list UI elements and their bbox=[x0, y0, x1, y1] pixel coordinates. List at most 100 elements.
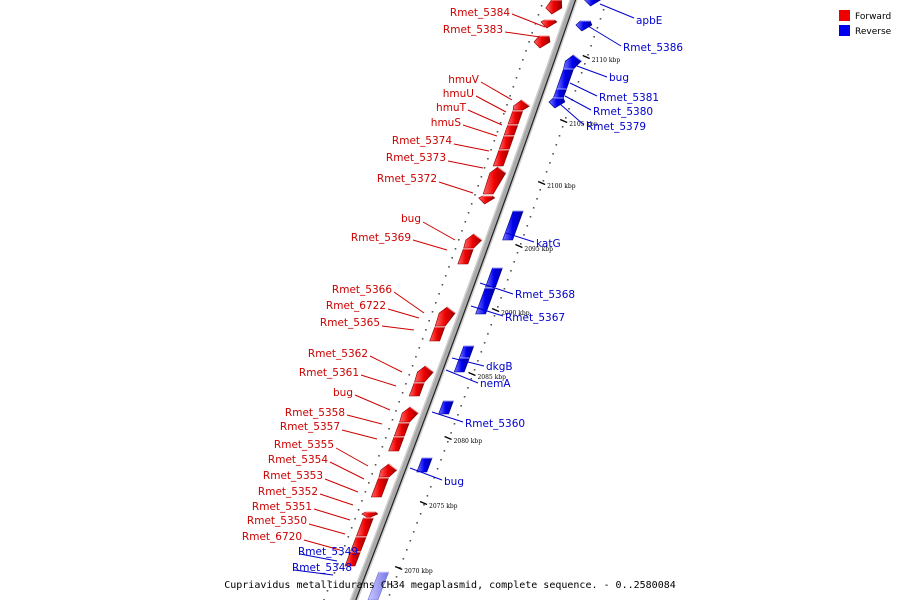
reverse-gene-label: Rmet_5367 bbox=[505, 312, 565, 324]
kbp-tick: 2100 kbp bbox=[537, 180, 576, 190]
forward-gene-label-group: hmuS bbox=[431, 117, 498, 137]
leader-line bbox=[387, 308, 420, 319]
reverse-gene-label-group: dkgB bbox=[451, 357, 513, 373]
kbp-tick: 2085 kbp bbox=[468, 371, 506, 381]
leader-line bbox=[329, 461, 365, 480]
leader-line bbox=[451, 357, 485, 367]
forward-gene-label-group: Rmet_5361 bbox=[299, 367, 397, 387]
reverse-gene bbox=[548, 97, 566, 109]
reverse-gene-label: Rmet_5360 bbox=[465, 418, 525, 430]
forward-gene-label: bug bbox=[333, 387, 353, 399]
forward-gene-label: hmuV bbox=[448, 74, 480, 86]
forward-gene-label: hmuU bbox=[443, 88, 474, 100]
leader-line bbox=[505, 232, 535, 243]
leader-line bbox=[470, 305, 504, 317]
leader-line bbox=[335, 447, 369, 467]
forward-gene bbox=[533, 35, 551, 49]
legend-forward-swatch bbox=[839, 10, 850, 21]
reverse-gene-label-group: Rmet_5380 bbox=[564, 95, 653, 118]
forward-gene-label: Rmet_5353 bbox=[263, 470, 323, 482]
forward-gene-label-group: hmuT bbox=[436, 102, 503, 126]
forward-gene-label-group: Rmet_5355 bbox=[274, 439, 369, 467]
forward-gene bbox=[408, 382, 425, 397]
leader-line bbox=[346, 414, 383, 425]
kbp-tick-label: 2070 kbp bbox=[404, 568, 433, 575]
forward-gene-label-group: Rmet_5374 bbox=[392, 135, 490, 152]
leader-line bbox=[412, 239, 448, 251]
reverse-gene-label: Rmet_5380 bbox=[593, 106, 653, 118]
reverse-gene-label-group: Rmet_5349 bbox=[298, 546, 358, 562]
forward-gene-label-group: Rmet_5384 bbox=[450, 7, 546, 28]
forward-gene bbox=[378, 463, 398, 478]
reverse-gene bbox=[584, 0, 601, 7]
kbp-tick-label: 2110 kbp bbox=[592, 57, 621, 64]
leader-line bbox=[313, 508, 351, 521]
leader-line bbox=[479, 282, 514, 295]
forward-gene-label: Rmet_5383 bbox=[443, 24, 503, 36]
kbp-tick: 2090 kbp bbox=[491, 307, 530, 317]
forward-gene-label-group: Rmet_5354 bbox=[268, 454, 365, 480]
forward-gene-label: hmuS bbox=[431, 117, 462, 129]
leader-line bbox=[299, 553, 338, 562]
forward-gene-label: Rmet_5358 bbox=[285, 407, 345, 419]
leader-line bbox=[559, 103, 585, 126]
reverse-gene-label-group: bug bbox=[409, 467, 464, 488]
leader-line bbox=[447, 160, 484, 169]
leader-line bbox=[504, 31, 541, 38]
forward-gene-label-group: hmuU bbox=[443, 88, 507, 113]
leader-line bbox=[511, 13, 546, 28]
reverse-gene bbox=[485, 267, 503, 288]
leader-line bbox=[467, 109, 503, 126]
legend: Forward Reverse bbox=[839, 10, 892, 37]
reverse-gene bbox=[367, 571, 390, 600]
gene-features bbox=[344, 0, 601, 600]
forward-gene-label-group: bug bbox=[401, 213, 456, 241]
reverse-gene-label-group: Rmet_5386 bbox=[587, 25, 683, 54]
leader-line bbox=[319, 493, 354, 506]
forward-gene-label: Rmet_5352 bbox=[258, 486, 318, 498]
reverse-gene-label: katG bbox=[536, 238, 561, 250]
forward-gene-label: Rmet_5362 bbox=[308, 348, 368, 360]
leader-line bbox=[324, 478, 359, 493]
reverse-gene-label-group: nemA bbox=[445, 369, 511, 390]
reverse-gene-label: Rmet_5379 bbox=[586, 121, 646, 133]
leader-line bbox=[422, 221, 456, 241]
legend-reverse-swatch bbox=[839, 25, 850, 36]
gene-labels: Rmet_5384 Rmet_5383 hmuV hmuU hmuT hmuS Rmet_5… bbox=[242, 3, 683, 576]
forward-gene-label-group: Rmet_5353 bbox=[263, 470, 359, 493]
forward-gene bbox=[370, 477, 389, 498]
forward-gene bbox=[388, 436, 405, 452]
forward-gene-label-group: Rmet_5357 bbox=[280, 421, 378, 440]
leader-line bbox=[393, 291, 425, 314]
leader-line bbox=[475, 95, 507, 113]
forward-gene-label-group: Rmet_6720 bbox=[242, 531, 341, 551]
leader-line bbox=[354, 394, 391, 411]
kbp-tick: 2075 kbp bbox=[419, 500, 458, 510]
forward-gene-label-group: Rmet_5372 bbox=[377, 173, 474, 194]
forward-gene-label-group: hmuV bbox=[448, 74, 513, 101]
reverse-gene bbox=[458, 345, 475, 359]
reverse-gene bbox=[556, 68, 574, 90]
forward-gene-label: Rmet_5357 bbox=[280, 421, 340, 433]
forward-gene-label: Rmet_5350 bbox=[247, 515, 307, 527]
reverse-gene-label-group: Rmet_5360 bbox=[431, 411, 525, 430]
forward-gene bbox=[482, 166, 507, 195]
reverse-gene bbox=[502, 210, 524, 241]
leader-line bbox=[369, 355, 403, 373]
forward-gene-label: Rmet_5372 bbox=[377, 173, 437, 185]
forward-gene-label: Rmet_6722 bbox=[326, 300, 386, 312]
legend-reverse-label: Reverse bbox=[855, 27, 892, 37]
forward-gene bbox=[399, 406, 419, 423]
minor-tick-dots bbox=[323, 5, 605, 600]
forward-gene bbox=[478, 195, 496, 205]
forward-gene bbox=[393, 422, 410, 437]
forward-gene bbox=[361, 511, 379, 519]
reverse-gene-label: Rmet_5386 bbox=[623, 42, 683, 54]
forward-gene bbox=[356, 517, 374, 537]
reverse-gene-label-group: katG bbox=[505, 232, 561, 250]
kbp-tick-label: 2095 kbp bbox=[524, 246, 553, 253]
leader-line bbox=[341, 429, 378, 440]
reverse-gene-label-group: Rmet_5379 bbox=[559, 103, 646, 133]
leader-line bbox=[480, 81, 513, 101]
